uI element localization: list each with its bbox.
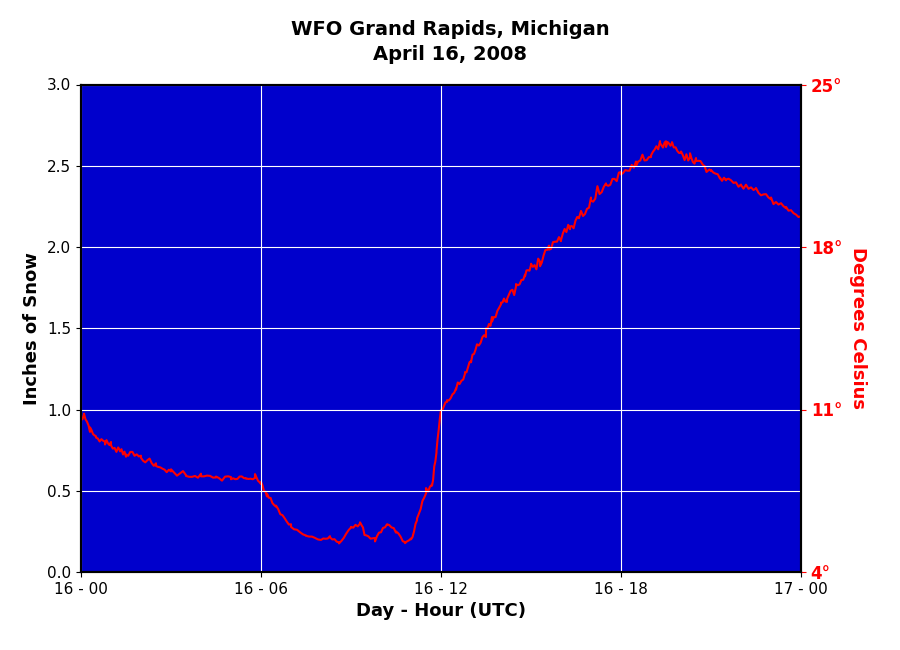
Y-axis label: Degrees Celsius: Degrees Celsius bbox=[850, 247, 868, 410]
X-axis label: Day - Hour (UTC): Day - Hour (UTC) bbox=[356, 603, 526, 620]
Text: WFO Grand Rapids, Michigan
April 16, 2008: WFO Grand Rapids, Michigan April 16, 200… bbox=[291, 20, 609, 64]
Y-axis label: Inches of Snow: Inches of Snow bbox=[23, 252, 41, 405]
